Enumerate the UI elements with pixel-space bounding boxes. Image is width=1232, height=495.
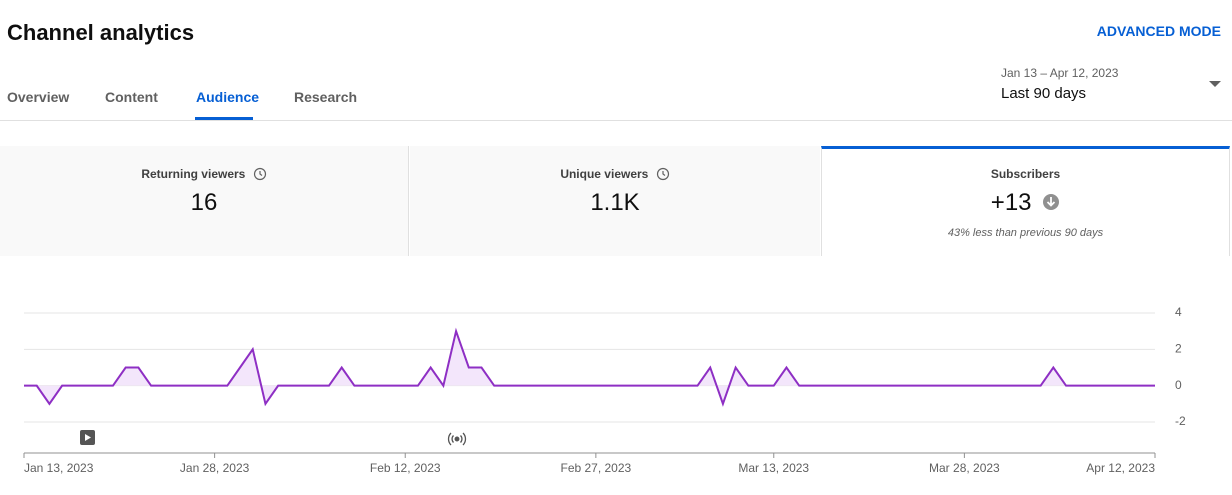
y-tick-label: 4	[1175, 305, 1182, 319]
date-range[interactable]: Jan 13 – Apr 12, 2023	[1001, 66, 1119, 80]
metric-value-text: +13	[990, 189, 1032, 216]
y-tick-label: -2	[1175, 414, 1186, 428]
page-title: Channel analytics	[7, 20, 195, 45]
metric-label: Subscribers	[990, 167, 1061, 181]
active-tab-indicator	[195, 117, 253, 120]
clock-icon	[253, 167, 266, 181]
chart: Apr 12, 2023 Mar 28, 2023 Mar 13, 2023 Feb …	[23, 305, 1186, 475]
y-tick-label: 0	[1175, 378, 1182, 392]
down-icon	[1043, 194, 1060, 210]
metric-value: 16	[190, 189, 218, 216]
x-tick-label: Jan 28, 2023	[180, 461, 250, 475]
x-tick-label: Feb 12, 2023	[370, 461, 441, 475]
metric-card[interactable]: Subscribers +13 43% less than previous 9…	[821, 146, 1230, 256]
metric-card[interactable]: Unique viewers 1.1K	[410, 146, 820, 256]
metric-label-text: Unique viewers	[560, 167, 649, 181]
line	[24, 327, 1155, 407]
tab[interactable]: Content	[105, 89, 158, 105]
metric-value: +13	[822, 189, 1229, 217]
x-tick-label: Feb 27, 2023	[560, 461, 631, 475]
advanced-mode-button[interactable]: ADVANCED MODE	[1096, 23, 1221, 39]
y-tick-label: 2	[1175, 342, 1182, 356]
video-marker[interactable]	[80, 430, 95, 445]
area	[24, 331, 1155, 404]
series	[24, 327, 1155, 407]
metric-label: Returning viewers	[0, 167, 408, 181]
metric-note: 43% less than previous 90 days	[947, 227, 1104, 239]
x-tick-label: Mar 13, 2023	[738, 461, 809, 475]
dropdown-arrow[interactable]	[1208, 80, 1222, 88]
metric-label-text: Returning viewers	[141, 167, 246, 181]
tab[interactable]: Audience	[196, 89, 260, 105]
x-tick-label: Mar 28, 2023	[929, 461, 1000, 475]
live-marker[interactable]	[447, 432, 467, 446]
metric-card[interactable]: Returning viewers 16	[0, 146, 409, 256]
x-tick-label: Apr 12, 2023	[1086, 461, 1155, 475]
clock-icon	[656, 167, 669, 181]
x-tick-label: Jan 13, 2023	[24, 461, 94, 475]
metric-label: Unique viewers	[410, 167, 820, 181]
metric-value: 1.1K	[590, 189, 640, 216]
tab[interactable]: Research	[294, 89, 358, 105]
separator	[0, 120, 1232, 121]
tab[interactable]: Overview	[7, 89, 70, 105]
date-preset[interactable]: Last 90 days	[1001, 85, 1087, 102]
